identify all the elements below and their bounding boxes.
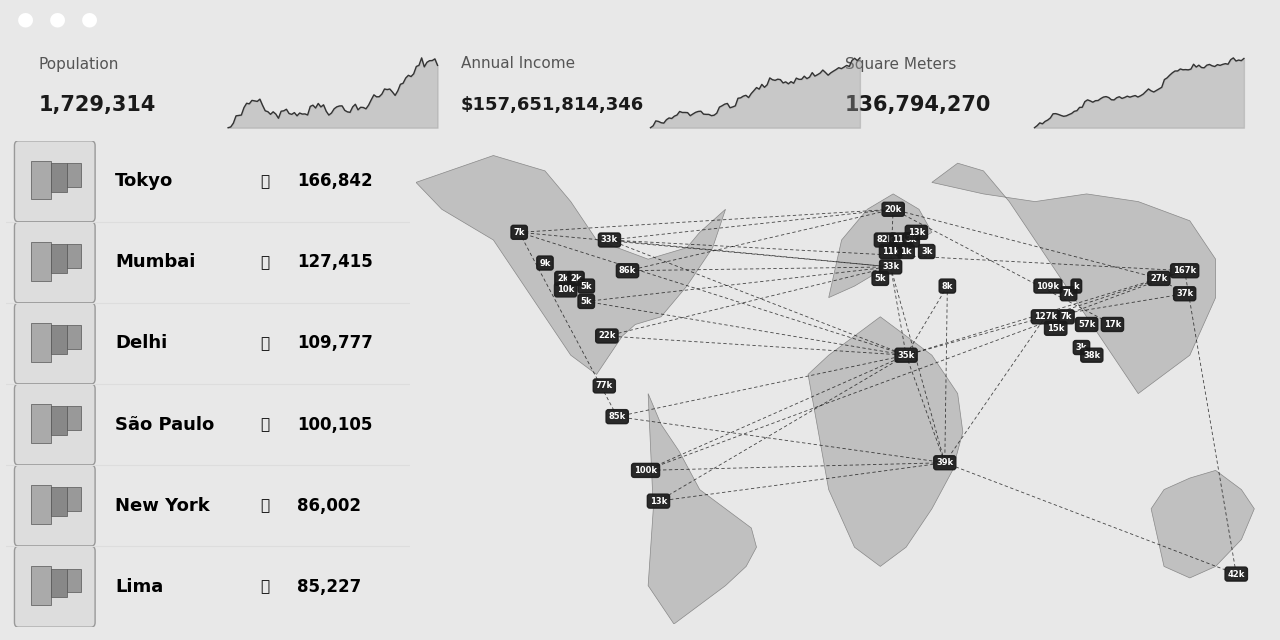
Text: 👥: 👥 (260, 417, 270, 432)
Text: 27k: 27k (1151, 274, 1167, 283)
Text: 13k: 13k (908, 228, 925, 237)
Text: 39k: 39k (936, 458, 954, 467)
Text: Mumbai: Mumbai (115, 253, 196, 271)
Text: 85,227: 85,227 (297, 578, 361, 596)
Text: Tokyo: Tokyo (115, 172, 174, 190)
Text: ●: ● (49, 10, 67, 29)
Text: 👥: 👥 (260, 498, 270, 513)
Text: 👥: 👥 (260, 336, 270, 351)
Text: Lima: Lima (115, 578, 164, 596)
Text: 109k: 109k (1037, 282, 1060, 291)
Text: 5k: 5k (581, 297, 591, 306)
FancyBboxPatch shape (51, 406, 67, 435)
Text: 9k: 9k (539, 259, 550, 268)
Text: 20k: 20k (884, 205, 902, 214)
Text: 33k: 33k (882, 262, 899, 271)
FancyBboxPatch shape (51, 244, 67, 273)
Text: 35k: 35k (897, 351, 915, 360)
Text: 7k: 7k (513, 228, 525, 237)
Text: 127k: 127k (1034, 312, 1057, 321)
Text: k: k (1074, 282, 1079, 291)
FancyBboxPatch shape (51, 163, 67, 192)
Text: 33k: 33k (600, 236, 618, 244)
FancyBboxPatch shape (51, 568, 67, 597)
Text: 82k: 82k (877, 236, 893, 244)
Text: New York: New York (115, 497, 210, 515)
Text: 136,794,270: 136,794,270 (845, 95, 991, 115)
FancyBboxPatch shape (14, 384, 95, 465)
FancyBboxPatch shape (67, 244, 81, 268)
FancyBboxPatch shape (14, 465, 95, 546)
FancyBboxPatch shape (31, 323, 51, 362)
Text: 10k: 10k (557, 285, 575, 294)
Text: 167k: 167k (1172, 266, 1197, 275)
Text: 11k: 11k (892, 236, 910, 244)
FancyBboxPatch shape (14, 222, 95, 303)
Polygon shape (416, 156, 726, 374)
Text: 127,415: 127,415 (297, 253, 372, 271)
FancyBboxPatch shape (31, 242, 51, 280)
Polygon shape (648, 394, 756, 624)
Text: 13k: 13k (650, 497, 667, 506)
Text: 👥: 👥 (260, 579, 270, 594)
Text: 109,777: 109,777 (297, 335, 372, 353)
Text: 2k: 2k (570, 274, 581, 283)
Text: 👥: 👥 (260, 174, 270, 189)
FancyBboxPatch shape (67, 568, 81, 592)
FancyBboxPatch shape (14, 546, 95, 627)
FancyBboxPatch shape (67, 163, 81, 186)
Text: 77k: 77k (595, 381, 613, 390)
Text: 85k: 85k (608, 412, 626, 421)
Text: 86,002: 86,002 (297, 497, 361, 515)
Text: ●: ● (17, 10, 35, 29)
FancyBboxPatch shape (14, 141, 95, 222)
Polygon shape (932, 163, 1216, 394)
Text: 7k: 7k (1060, 312, 1071, 321)
Text: 8k: 8k (942, 282, 954, 291)
Text: 38k: 38k (1083, 351, 1101, 360)
Text: Square Meters: Square Meters (845, 56, 956, 72)
FancyBboxPatch shape (14, 303, 95, 384)
Text: 7k: 7k (1062, 289, 1074, 298)
Polygon shape (808, 317, 963, 566)
FancyBboxPatch shape (67, 325, 81, 349)
Text: 👥: 👥 (260, 255, 270, 270)
Text: 1k: 1k (900, 247, 911, 256)
Text: 5k: 5k (874, 274, 886, 283)
FancyBboxPatch shape (51, 488, 67, 516)
Polygon shape (1151, 470, 1254, 578)
Text: 86k: 86k (620, 266, 636, 275)
Text: Population: Population (38, 56, 119, 72)
Text: Annual Income: Annual Income (461, 56, 575, 72)
FancyBboxPatch shape (31, 404, 51, 443)
FancyBboxPatch shape (67, 488, 81, 511)
FancyBboxPatch shape (31, 485, 51, 524)
Text: 3k: 3k (1075, 343, 1087, 352)
Text: 17k: 17k (1103, 320, 1121, 329)
Text: 42k: 42k (1228, 570, 1245, 579)
Text: 1,729,314: 1,729,314 (38, 95, 156, 115)
FancyBboxPatch shape (31, 161, 51, 200)
Text: Delhi: Delhi (115, 335, 168, 353)
Text: 5k: 5k (581, 282, 591, 291)
FancyBboxPatch shape (67, 406, 81, 429)
Text: 3k: 3k (922, 247, 932, 256)
FancyBboxPatch shape (51, 325, 67, 354)
Text: 15k: 15k (1047, 324, 1065, 333)
Text: 100,105: 100,105 (297, 415, 372, 433)
Text: 11k: 11k (882, 247, 900, 256)
Text: 37k: 37k (1176, 289, 1193, 298)
Text: 22k: 22k (598, 332, 616, 340)
Text: $157,651,814,346: $157,651,814,346 (461, 96, 644, 114)
Text: São Paulo: São Paulo (115, 415, 215, 433)
Text: 57k: 57k (1078, 320, 1096, 329)
FancyBboxPatch shape (31, 566, 51, 605)
Text: 100k: 100k (634, 466, 657, 475)
Text: 2k: 2k (557, 274, 568, 283)
Text: 166,842: 166,842 (297, 172, 372, 190)
Text: 3k: 3k (905, 236, 916, 244)
Polygon shape (828, 194, 932, 298)
Text: ●: ● (81, 10, 99, 29)
